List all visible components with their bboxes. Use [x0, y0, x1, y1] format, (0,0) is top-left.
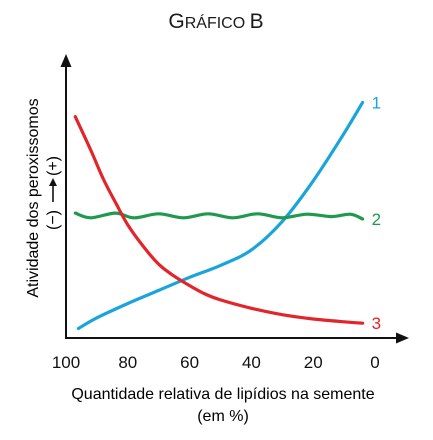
series-label-1: 1 — [372, 93, 381, 112]
x-tick-label: 0 — [370, 353, 379, 372]
series-label-3: 3 — [372, 314, 381, 333]
y-axis-scale-low: (−) — [45, 210, 62, 230]
x-tick-label: 100 — [52, 353, 80, 372]
y-axis-scale-group: (−) (+) — [45, 156, 62, 230]
chart-title: GRÁFICO B — [168, 10, 263, 33]
series-labels: 1 2 3 — [372, 93, 381, 333]
series-lines — [73, 100, 365, 331]
series-line-2 — [73, 211, 365, 221]
x-axis-unit: (em %) — [197, 408, 249, 425]
chart-title-rest: RÁFICO — [185, 13, 250, 32]
y-axis-arrow-icon — [60, 54, 72, 67]
chart-title-first: G — [168, 10, 184, 33]
y-axis-scale-high: (+) — [45, 156, 62, 176]
series-line-1 — [76, 100, 365, 331]
x-tick-label: 80 — [118, 353, 137, 372]
x-tick-labels: 100 80 60 40 20 0 — [52, 353, 380, 372]
x-tick-label: 40 — [242, 353, 261, 372]
x-tick-label: 20 — [304, 353, 323, 372]
x-axis-arrow-icon — [396, 332, 409, 344]
chart-title-last: B — [250, 10, 264, 33]
series-label-2: 2 — [372, 210, 381, 229]
x-tick-label: 60 — [180, 353, 199, 372]
y-axis-label-group: Atividade dos peroxissomos — [25, 98, 42, 297]
series-line-3 — [73, 115, 365, 325]
x-axis-label: Quantidade relativa de lipídios na semen… — [71, 386, 374, 403]
y-axis-label: Atividade dos peroxissomos — [25, 98, 42, 297]
y-axis-scale-arrow-icon — [49, 178, 57, 186]
